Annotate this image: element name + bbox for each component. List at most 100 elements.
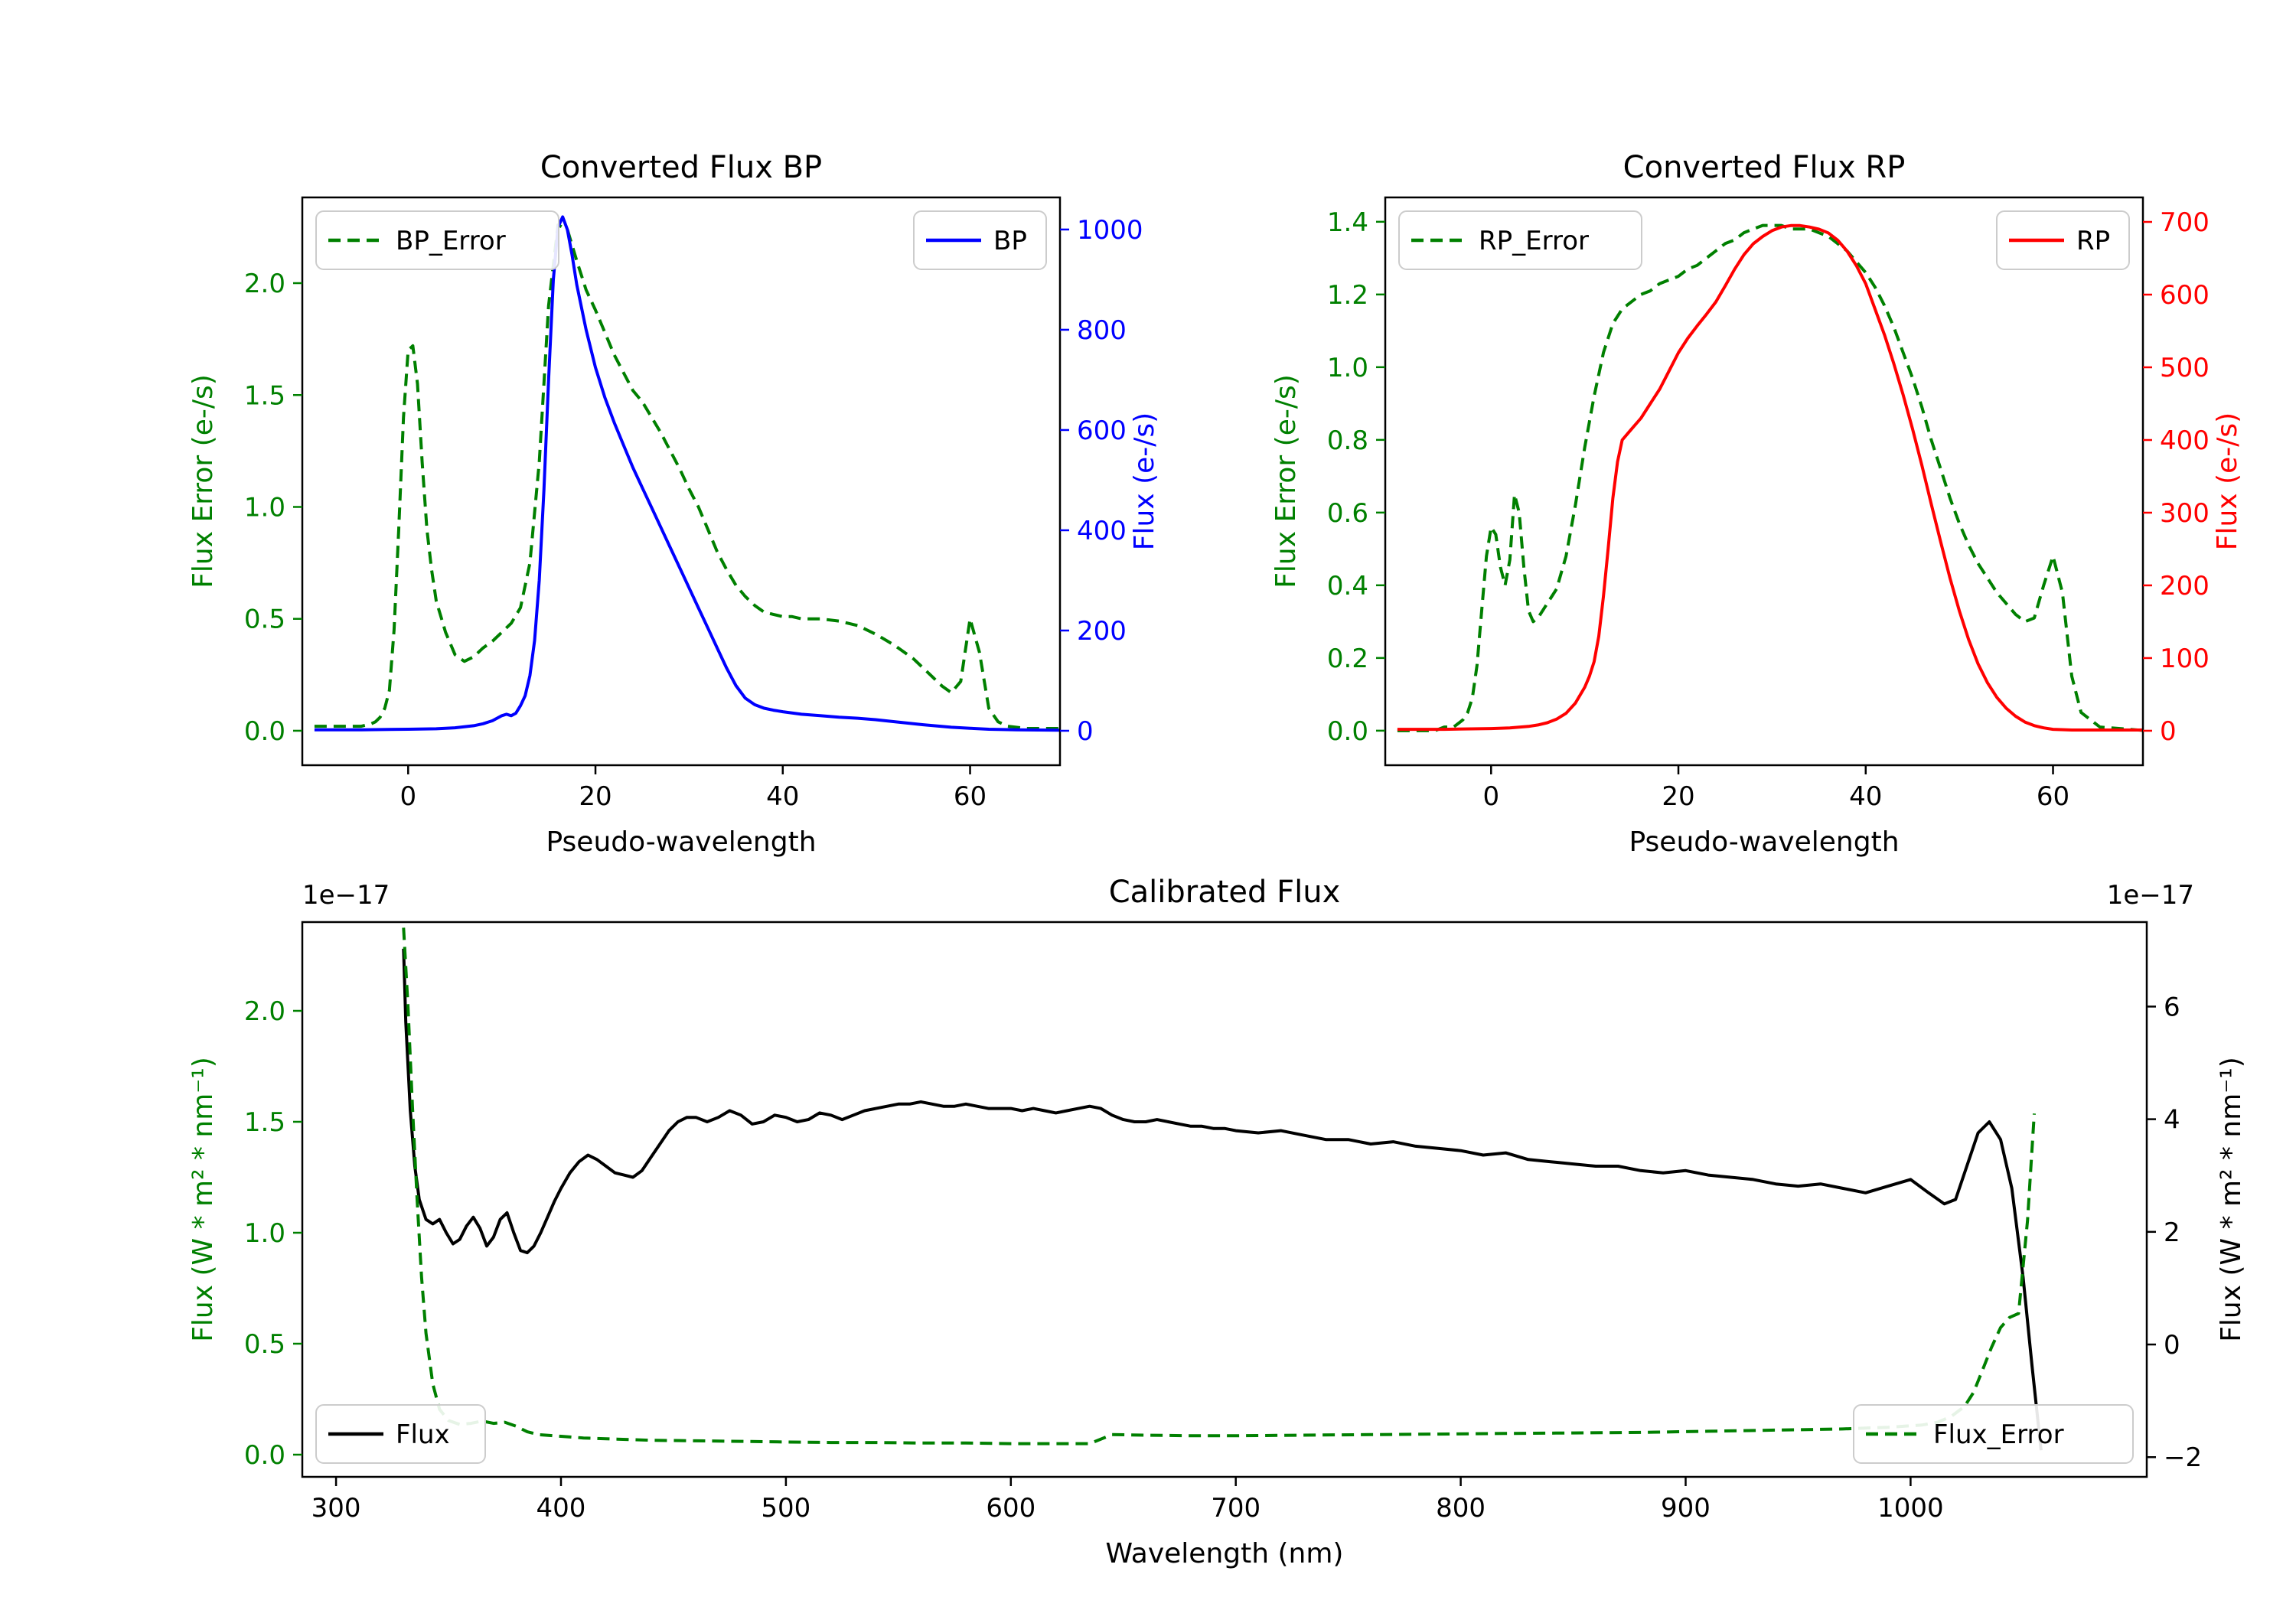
x-axis-label: Pseudo-wavelength — [546, 826, 816, 858]
svg-text:0: 0 — [2164, 1330, 2180, 1361]
left-axis-label: Flux (W * m² * nm⁻¹) — [188, 1057, 219, 1342]
svg-text:400: 400 — [1077, 516, 1127, 546]
svg-text:2.0: 2.0 — [244, 996, 285, 1027]
right-axis-label: Flux (e-/s) — [2212, 412, 2243, 550]
legend-bp: BP — [913, 210, 1047, 270]
svg-text:1000: 1000 — [1877, 1493, 1944, 1524]
svg-text:1000: 1000 — [1077, 215, 1143, 246]
chart-converted-flux-bp: Converted Flux BP 0 20 40 60 Pseudo-wavelengt… — [188, 150, 1160, 858]
svg-text:1.5: 1.5 — [244, 1107, 285, 1138]
plot-area — [1397, 223, 2143, 732]
right-axis: 0 100 200 300 400 500 600 700 Flux (e-/s) — [2143, 207, 2243, 747]
svg-text:1.2: 1.2 — [1327, 280, 1368, 311]
svg-text:800: 800 — [1436, 1493, 1486, 1524]
svg-text:RP_Error: RP_Error — [1479, 226, 1589, 256]
plot-area — [314, 215, 1060, 732]
chart-title: Converted Flux BP — [540, 150, 822, 185]
svg-text:40: 40 — [766, 781, 799, 812]
svg-text:100: 100 — [2160, 644, 2210, 674]
svg-text:0: 0 — [2160, 716, 2177, 747]
x-axis: 0 20 40 60 — [400, 765, 987, 812]
legend-bp-error: BP_Error — [315, 210, 559, 270]
svg-text:700: 700 — [1211, 1493, 1261, 1524]
left-axis: 0.0 0.5 1.0 1.5 2.0 Flux Error (e-/s) — [188, 269, 302, 747]
right-axis: 0 200 400 600 800 1000 Flux (e-/s) — [1060, 215, 1160, 747]
legend-flux-error: Flux_Error — [1853, 1404, 2134, 1464]
svg-text:−2: −2 — [2164, 1442, 2202, 1473]
svg-text:Flux: Flux — [396, 1419, 450, 1450]
chart-converted-flux-rp: Converted Flux RP 0 20 40 60 Pseudo-wavelengt… — [1270, 150, 2243, 858]
svg-text:RP: RP — [2076, 226, 2110, 256]
svg-text:2.0: 2.0 — [244, 269, 285, 299]
svg-text:40: 40 — [1849, 781, 1882, 812]
svg-text:0.8: 0.8 — [1327, 425, 1368, 456]
svg-text:0.0: 0.0 — [1327, 716, 1368, 747]
svg-text:BP_Error: BP_Error — [396, 226, 506, 256]
svg-text:500: 500 — [2160, 353, 2210, 383]
svg-text:1.5: 1.5 — [244, 380, 285, 411]
right-axis: −2 0 2 4 6 Flux (W * m² * nm⁻¹) 1e−17 — [2107, 880, 2247, 1473]
svg-text:200: 200 — [2160, 571, 2210, 601]
svg-text:300: 300 — [2160, 498, 2210, 529]
right-axis-label: Flux (W * m² * nm⁻¹) — [2216, 1057, 2247, 1342]
svg-text:200: 200 — [1077, 616, 1127, 647]
svg-text:0: 0 — [1077, 716, 1094, 747]
left-axis-label: Flux Error (e-/s) — [188, 374, 219, 588]
svg-text:1.4: 1.4 — [1327, 207, 1368, 238]
svg-text:0: 0 — [1482, 781, 1499, 812]
plot-frame — [301, 921, 2148, 1478]
x-axis: 300 400 500 600 700 800 900 1000 — [311, 1477, 1944, 1524]
svg-text:60: 60 — [2037, 781, 2069, 812]
left-axis-offset-text: 1e−17 — [302, 880, 390, 911]
legend-flux: Flux — [315, 1404, 486, 1464]
svg-text:Flux_Error: Flux_Error — [1933, 1419, 2064, 1450]
svg-text:600: 600 — [986, 1493, 1035, 1524]
svg-text:6: 6 — [2164, 992, 2180, 1022]
x-axis: 0 20 40 60 — [1482, 765, 2069, 812]
plot-frame — [1384, 196, 2144, 767]
svg-text:800: 800 — [1077, 315, 1127, 346]
chart-calibrated-flux: Calibrated Flux 300 400 500 600 700 800 900 1000… — [188, 875, 2247, 1569]
rp-error-line — [1397, 223, 2143, 732]
left-axis: 0.0 0.2 0.4 0.6 0.8 1.0 1.2 1.4 Flux Error (e-/s… — [1270, 207, 1385, 747]
svg-text:60: 60 — [954, 781, 987, 812]
svg-text:400: 400 — [2160, 425, 2210, 456]
svg-text:0.4: 0.4 — [1327, 571, 1368, 601]
plot-frame — [301, 196, 1062, 767]
svg-text:0.0: 0.0 — [244, 716, 285, 747]
svg-text:20: 20 — [1662, 781, 1694, 812]
svg-text:900: 900 — [1661, 1493, 1711, 1524]
svg-text:700: 700 — [2160, 207, 2210, 238]
svg-text:4: 4 — [2164, 1105, 2180, 1136]
legend-rp-error: RP_Error — [1398, 210, 1642, 270]
right-axis-offset-text: 1e−17 — [2107, 880, 2194, 911]
bp-error-line — [314, 223, 1060, 730]
svg-text:300: 300 — [311, 1493, 361, 1524]
svg-text:500: 500 — [761, 1493, 810, 1524]
svg-text:0.5: 0.5 — [244, 1329, 285, 1360]
svg-text:600: 600 — [2160, 280, 2210, 311]
svg-text:400: 400 — [536, 1493, 586, 1524]
chart-title: Converted Flux RP — [1623, 150, 1906, 185]
bp-line — [314, 215, 1060, 732]
legend-rp: RP — [1996, 210, 2130, 270]
svg-text:1.0: 1.0 — [1327, 353, 1368, 383]
svg-text:1.0: 1.0 — [244, 1218, 285, 1249]
left-axis-label: Flux Error (e-/s) — [1270, 374, 1302, 588]
svg-text:0.2: 0.2 — [1327, 644, 1368, 674]
x-axis-label: Pseudo-wavelength — [1629, 826, 1899, 858]
svg-text:0.5: 0.5 — [244, 605, 285, 635]
svg-text:0.6: 0.6 — [1327, 498, 1368, 529]
svg-text:2: 2 — [2164, 1217, 2180, 1248]
svg-text:1.0: 1.0 — [244, 492, 285, 523]
svg-text:600: 600 — [1077, 416, 1127, 446]
svg-text:0.0: 0.0 — [244, 1440, 285, 1471]
plot-area — [402, 927, 2043, 1451]
left-axis: 0.0 0.5 1.0 1.5 2.0 Flux (W * m² * nm⁻¹) 1e−17 — [188, 880, 390, 1471]
flux-line — [402, 948, 2043, 1451]
svg-text:BP: BP — [993, 226, 1027, 256]
flux-error-line — [402, 927, 2036, 1445]
chart-title: Calibrated Flux — [1109, 875, 1341, 910]
right-axis-label: Flux (e-/s) — [1129, 412, 1160, 550]
